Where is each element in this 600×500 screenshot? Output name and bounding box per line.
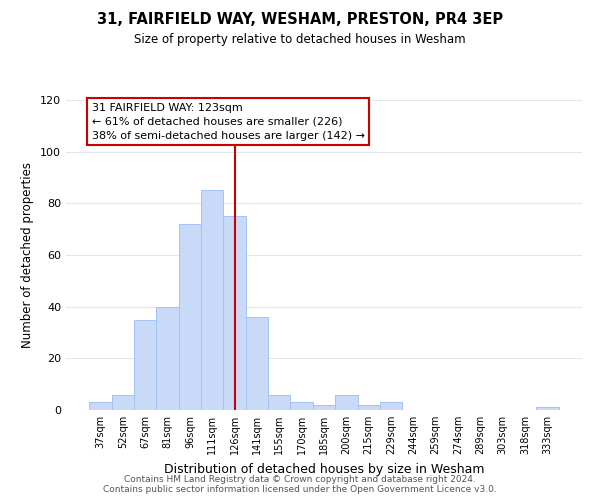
Bar xyxy=(268,394,290,410)
Bar xyxy=(89,402,112,410)
X-axis label: Distribution of detached houses by size in Wesham: Distribution of detached houses by size … xyxy=(164,462,484,475)
Y-axis label: Number of detached properties: Number of detached properties xyxy=(22,162,34,348)
Text: 31, FAIRFIELD WAY, WESHAM, PRESTON, PR4 3EP: 31, FAIRFIELD WAY, WESHAM, PRESTON, PR4 … xyxy=(97,12,503,28)
Text: Size of property relative to detached houses in Wesham: Size of property relative to detached ho… xyxy=(134,32,466,46)
Bar xyxy=(358,405,380,410)
Text: 31 FAIRFIELD WAY: 123sqm
← 61% of detached houses are smaller (226)
38% of semi-: 31 FAIRFIELD WAY: 123sqm ← 61% of detach… xyxy=(92,102,365,141)
Bar xyxy=(201,190,223,410)
Bar xyxy=(112,394,134,410)
Bar xyxy=(536,408,559,410)
Text: Contains public sector information licensed under the Open Government Licence v3: Contains public sector information licen… xyxy=(103,485,497,494)
Bar xyxy=(335,394,358,410)
Bar xyxy=(223,216,246,410)
Bar xyxy=(157,306,179,410)
Bar xyxy=(246,317,268,410)
Bar xyxy=(290,402,313,410)
Bar xyxy=(134,320,157,410)
Bar xyxy=(313,405,335,410)
Text: Contains HM Land Registry data © Crown copyright and database right 2024.: Contains HM Land Registry data © Crown c… xyxy=(124,475,476,484)
Bar xyxy=(179,224,201,410)
Bar xyxy=(380,402,402,410)
